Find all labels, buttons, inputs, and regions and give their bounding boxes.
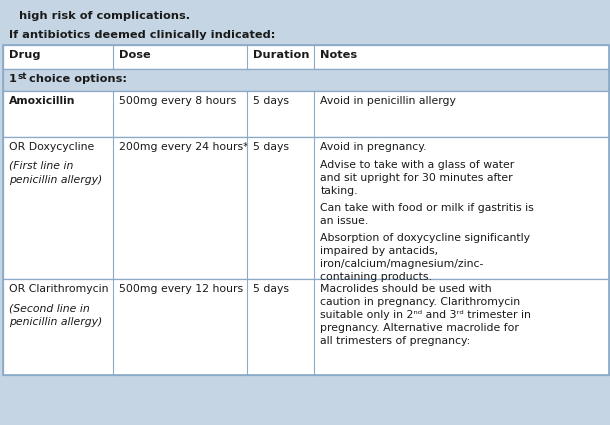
Text: Can take with food or milk if gastritis is
an issue.: Can take with food or milk if gastritis … <box>320 203 534 226</box>
Text: 200mg every 24 hours*: 200mg every 24 hours* <box>119 142 248 152</box>
Text: (First line in
penicillin allergy): (First line in penicillin allergy) <box>9 161 102 184</box>
Text: 5 days: 5 days <box>253 96 289 107</box>
Text: Dose: Dose <box>119 50 151 60</box>
Bar <box>3 45 609 69</box>
Text: 1: 1 <box>9 74 17 84</box>
Text: Duration: Duration <box>253 50 310 60</box>
Bar <box>3 137 609 279</box>
Text: Amoxicillin: Amoxicillin <box>9 96 76 107</box>
Bar <box>3 45 609 375</box>
Text: 500mg every 8 hours: 500mg every 8 hours <box>119 96 236 107</box>
Text: st: st <box>18 72 27 81</box>
Text: (Second line in
penicillin allergy): (Second line in penicillin allergy) <box>9 303 102 327</box>
Text: Avoid in penicillin allergy: Avoid in penicillin allergy <box>320 96 456 107</box>
Bar <box>3 91 609 137</box>
Text: OR Doxycycline: OR Doxycycline <box>9 142 95 152</box>
Text: 5 days: 5 days <box>253 142 289 152</box>
Text: 500mg every 12 hours: 500mg every 12 hours <box>119 284 243 295</box>
Bar <box>3 69 609 91</box>
Text: Macrolides should be used with
caution in pregnancy. Clarithromycin
suitable onl: Macrolides should be used with caution i… <box>320 284 531 346</box>
Text: high risk of complications.: high risk of complications. <box>3 11 190 21</box>
Text: Avoid in pregnancy.: Avoid in pregnancy. <box>320 142 427 152</box>
Text: Notes: Notes <box>320 50 357 60</box>
Bar <box>3 279 609 375</box>
Text: Absorption of doxycycline significantly
impaired by antacids,
iron/calcium/magne: Absorption of doxycycline significantly … <box>320 233 530 282</box>
Text: Advise to take with a glass of water
and sit upright for 30 minutes after
taking: Advise to take with a glass of water and… <box>320 160 514 196</box>
Text: Drug: Drug <box>9 50 41 60</box>
Text: choice options:: choice options: <box>25 74 127 84</box>
Text: If antibiotics deemed clinically indicated:: If antibiotics deemed clinically indicat… <box>9 30 276 40</box>
Text: OR Clarithromycin: OR Clarithromycin <box>9 284 109 295</box>
Text: 5 days: 5 days <box>253 284 289 295</box>
